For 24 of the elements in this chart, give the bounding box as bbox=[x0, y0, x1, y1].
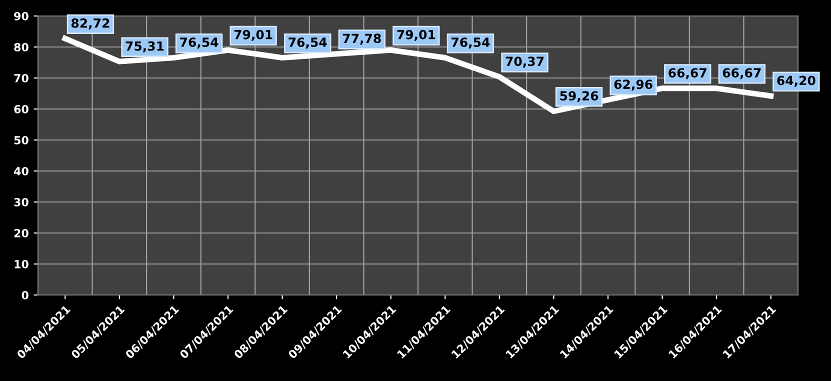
y-tick-label: 0 bbox=[22, 290, 28, 300]
data-label: 75,31 bbox=[126, 41, 164, 52]
y-tick-label: 90 bbox=[14, 12, 28, 20]
y-tick-label: 50 bbox=[14, 136, 28, 144]
y-tick-label: 70 bbox=[14, 74, 28, 82]
y-tick-label: 80 bbox=[14, 42, 28, 52]
data-label: 79,01 bbox=[397, 30, 436, 41]
data-label: 62,96 bbox=[614, 80, 652, 91]
data-label: 66,67 bbox=[722, 68, 761, 80]
data-label: 76,54 bbox=[452, 38, 490, 49]
data-label: 70,37 bbox=[506, 56, 544, 68]
y-tick-label: 10 bbox=[14, 260, 28, 268]
data-label: 79,01 bbox=[234, 30, 272, 41]
y-tick-label: 20 bbox=[14, 228, 28, 238]
data-label: 66,67 bbox=[668, 68, 706, 80]
data-label: 59,26 bbox=[560, 91, 598, 102]
y-tick-label: 30 bbox=[14, 198, 28, 206]
data-label: 77,78 bbox=[342, 34, 381, 45]
data-label: 64,20 bbox=[777, 76, 816, 87]
y-tick-label: 40 bbox=[14, 166, 28, 176]
data-label: 76,54 bbox=[288, 38, 327, 49]
data-label: 82,72 bbox=[71, 18, 110, 30]
y-tick-label: 60 bbox=[14, 104, 28, 114]
data-label: 76,54 bbox=[180, 38, 218, 49]
